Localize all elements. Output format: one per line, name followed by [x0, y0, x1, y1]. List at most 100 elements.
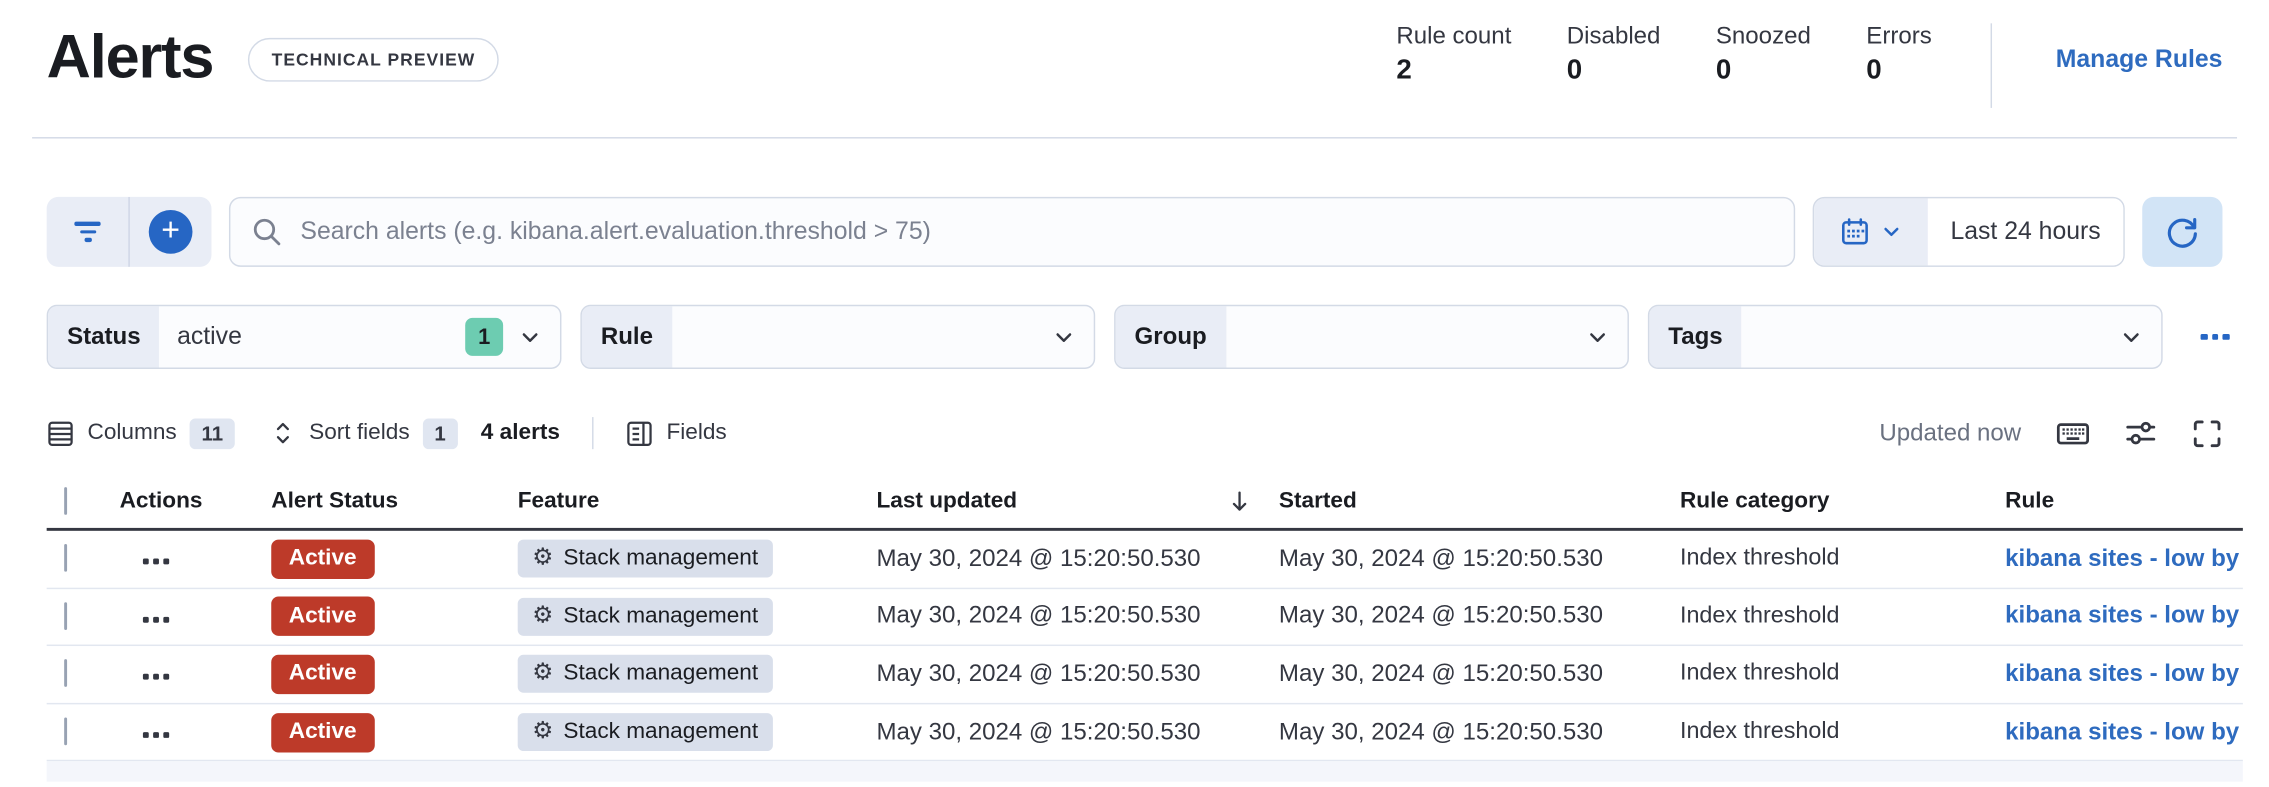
last-updated-cell: May 30, 2024 @ 15:20:50.530 [876, 660, 1201, 687]
column-header-feature[interactable]: Feature [517, 487, 600, 513]
alert-status-badge[interactable]: Active [271, 597, 375, 637]
table-row: Active ⚙ Stack management May 30, 2024 @ … [46, 531, 2243, 589]
chevron-down-icon [1051, 324, 1076, 349]
date-picker-quick-menu[interactable] [1814, 198, 1928, 266]
chevron-down-icon [1585, 324, 1610, 349]
search-bar-row: + [46, 196, 2223, 267]
page-title: Alerts [46, 21, 215, 91]
gear-icon: ⚙ [532, 603, 554, 629]
gear-icon: ⚙ [532, 545, 554, 571]
last-updated-cell: May 30, 2024 @ 15:20:50.530 [876, 545, 1201, 572]
filter-icon [74, 221, 101, 242]
rule-category-cell: Index threshold [1679, 719, 1840, 744]
stat-disabled: Disabled 0 [1567, 23, 1661, 87]
column-header-rule-category[interactable]: Rule category [1679, 487, 1830, 513]
status-filter-label: Status [48, 306, 160, 368]
add-filter-button[interactable]: + [128, 196, 211, 267]
toolbar-divider [592, 417, 594, 450]
columns-icon [47, 419, 75, 447]
manage-rules-link[interactable]: Manage Rules [2055, 45, 2223, 73]
rule-link[interactable]: kibana sites - low by [2005, 545, 2240, 572]
display-options-icon[interactable] [2125, 417, 2157, 449]
row-actions-button[interactable] [142, 732, 170, 739]
more-filters-button[interactable] [2200, 333, 2230, 341]
calendar-icon [1840, 217, 1869, 246]
filter-list-button[interactable] [47, 197, 129, 267]
feature-badge: ⚙ Stack management [517, 597, 773, 636]
stat-value: 0 [1715, 55, 1732, 87]
rule-link[interactable]: kibana sites - low by [2005, 602, 2240, 630]
started-cell: May 30, 2024 @ 15:20:50.530 [1278, 545, 1604, 572]
technical-preview-badge: TECHNICAL PREVIEW [248, 38, 499, 82]
column-header-last-updated[interactable]: Last updated [876, 488, 1278, 514]
alert-status-badge[interactable]: Active [271, 654, 375, 695]
rule-link[interactable]: kibana sites - low by [2005, 718, 2240, 745]
rule-link[interactable]: kibana sites - low by [2005, 660, 2240, 687]
stat-snoozed: Snoozed 0 [1716, 23, 1811, 87]
status-filter-value: active [177, 322, 242, 350]
rule-stats: Rule count 2 Disabled 0 Snoozed 0 Errors… [1396, 20, 2223, 108]
status-filter[interactable]: Status active 1 [46, 304, 562, 369]
started-cell: May 30, 2024 @ 15:20:50.530 [1278, 660, 1604, 687]
keyboard-shortcuts-icon[interactable] [2056, 416, 2090, 450]
next-row-stripe [46, 761, 2243, 783]
last-updated-cell: May 30, 2024 @ 15:20:50.530 [876, 602, 1201, 630]
rule-category-cell: Index threshold [1679, 545, 1840, 571]
tags-filter-label: Tags [1649, 306, 1742, 368]
row-checkbox[interactable] [64, 544, 68, 573]
row-checkbox[interactable] [64, 659, 68, 688]
stat-value: 2 [1396, 55, 1412, 87]
feature-label: Stack management [563, 545, 759, 571]
columns-button[interactable]: Columns 11 [47, 417, 235, 449]
rule-category-cell: Index threshold [1679, 661, 1840, 687]
feature-badge: ⚙ Stack management [517, 540, 773, 578]
stats-divider [1990, 23, 1992, 108]
search-input[interactable] [297, 215, 1774, 248]
fields-button[interactable]: Fields [626, 419, 727, 447]
rule-filter[interactable]: Rule [580, 304, 1096, 369]
column-header-alert-status[interactable]: Alert Status [271, 487, 399, 513]
table-row: Active ⚙ Stack management May 30, 2024 @ … [46, 646, 2243, 705]
column-header-started[interactable]: Started [1278, 487, 1357, 513]
stat-rule-count: Rule count 2 [1396, 23, 1511, 87]
chevron-down-icon [1879, 220, 1902, 243]
group-filter-label: Group [1115, 306, 1226, 368]
fullscreen-icon[interactable] [2192, 418, 2223, 449]
alert-status-badge[interactable]: Active [271, 712, 375, 752]
tags-filter[interactable]: Tags [1647, 304, 2163, 369]
refresh-button[interactable] [2142, 196, 2223, 267]
row-actions-button[interactable] [142, 558, 170, 565]
row-actions-button[interactable] [142, 616, 170, 623]
row-actions-button[interactable] [142, 674, 170, 681]
group-filter[interactable]: Group [1114, 304, 1629, 369]
gear-icon: ⚙ [532, 661, 554, 687]
column-header-label: Last updated [876, 487, 1018, 513]
stat-label: Rule count [1396, 23, 1512, 50]
search-icon [251, 216, 283, 248]
columns-count-badge: 11 [189, 417, 235, 449]
column-header-rule[interactable]: Rule [2005, 487, 2055, 513]
rule-filter-label: Rule [581, 306, 672, 368]
table-row: Active ⚙ Stack management May 30, 2024 @ … [46, 704, 2243, 762]
alerts-table: Actions Alert Status Feature Last update… [0, 474, 2269, 762]
quick-filters-row: Status active 1 Rule Group Tags [46, 304, 2230, 369]
table-row: Active ⚙ Stack management May 30, 2024 @ … [46, 589, 2243, 647]
page-header: Alerts TECHNICAL PREVIEW Rule count 2 Di… [0, 0, 2269, 108]
row-checkbox[interactable] [64, 602, 68, 630]
sort-fields-button[interactable]: Sort fields 1 [270, 417, 458, 449]
time-range-button[interactable]: Last 24 hours [1927, 198, 2124, 266]
alerts-count-text: 4 alerts [480, 419, 560, 445]
plus-icon: + [148, 209, 193, 254]
alert-status-badge[interactable]: Active [271, 539, 375, 579]
sort-icon [270, 420, 296, 446]
table-header-row: Actions Alert Status Feature Last update… [46, 474, 2243, 531]
stat-label: Snoozed [1715, 23, 1811, 50]
stat-label: Errors [1866, 23, 1932, 50]
feature-badge: ⚙ Stack management [517, 713, 773, 752]
row-checkbox[interactable] [64, 717, 68, 746]
chevron-down-icon [2119, 324, 2144, 349]
grid-toolbar: Columns 11 Sort fields 1 4 alerts [47, 413, 2223, 454]
updated-status-text: Updated now [1879, 419, 2022, 446]
select-all-checkbox[interactable] [64, 486, 68, 515]
